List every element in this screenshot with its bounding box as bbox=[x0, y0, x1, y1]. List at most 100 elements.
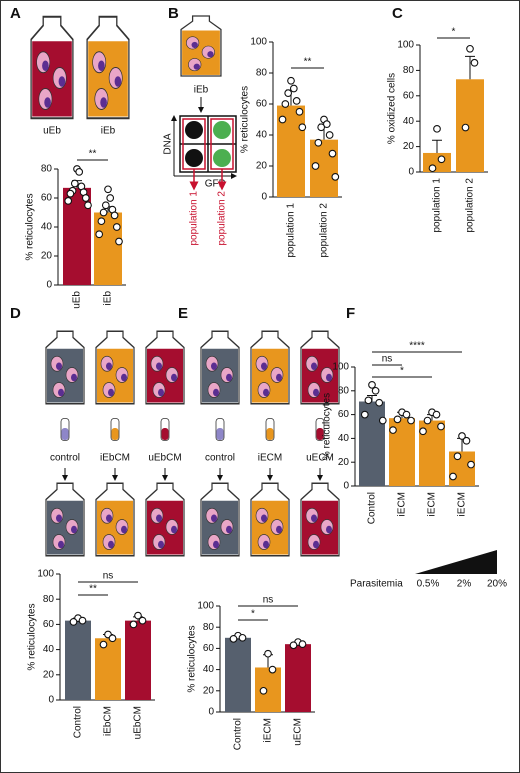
panel-letter: D bbox=[10, 305, 21, 322]
y-tick-label: 40 bbox=[41, 222, 53, 233]
data-point bbox=[66, 189, 75, 198]
data-point bbox=[466, 44, 474, 53]
y-tick-label: 40 bbox=[403, 116, 415, 127]
data-point bbox=[467, 460, 475, 469]
data-point bbox=[364, 396, 373, 405]
x-tick-label: population 1 bbox=[432, 178, 443, 233]
data-point bbox=[317, 123, 326, 132]
y-tick-label: 0 bbox=[46, 280, 52, 291]
y-tick-label: 40 bbox=[43, 644, 55, 655]
x-tick-label: iECM bbox=[427, 492, 438, 516]
data-point bbox=[437, 155, 446, 164]
data-point bbox=[402, 410, 411, 419]
x-tick-label: iECM bbox=[263, 718, 274, 742]
data-point bbox=[104, 185, 112, 194]
y-tick-label: 80 bbox=[203, 622, 215, 633]
data-point bbox=[110, 211, 119, 220]
data-point bbox=[298, 640, 307, 649]
flask-label: uEb bbox=[43, 126, 61, 137]
significance-label: ns bbox=[263, 595, 274, 606]
data-point bbox=[112, 223, 121, 231]
significance-label: ns bbox=[382, 354, 393, 365]
data-point bbox=[106, 194, 115, 202]
y-tick-label: 40 bbox=[203, 664, 215, 675]
y-tick-label: 60 bbox=[338, 409, 350, 420]
y-tick-label: 60 bbox=[203, 643, 215, 654]
data-point bbox=[134, 611, 142, 620]
flask bbox=[180, 15, 222, 77]
flask bbox=[86, 15, 130, 120]
data-point bbox=[284, 89, 293, 97]
y-tick-label: 20 bbox=[403, 141, 415, 152]
y-tick-label: 20 bbox=[203, 685, 215, 696]
data-point bbox=[292, 97, 301, 105]
bar bbox=[95, 638, 121, 700]
parasitemia-level: 20% bbox=[487, 579, 507, 590]
condition-label: iECM bbox=[258, 453, 282, 464]
y-tick-label: 80 bbox=[41, 164, 53, 175]
data-point bbox=[298, 123, 307, 132]
y-tick-label: 20 bbox=[256, 161, 268, 172]
x-tick-label: Control bbox=[367, 492, 378, 524]
data-point bbox=[325, 131, 334, 139]
data-point bbox=[470, 58, 479, 67]
data-point bbox=[433, 124, 441, 133]
significance-label: ns bbox=[103, 571, 114, 582]
data-point bbox=[278, 115, 287, 124]
x-tick-label: population 2 bbox=[465, 178, 476, 233]
flask bbox=[30, 15, 74, 120]
bar bbox=[449, 451, 475, 486]
y-tick-label: 40 bbox=[338, 433, 350, 444]
data-point bbox=[331, 173, 340, 181]
bar bbox=[225, 637, 251, 712]
condition-label: iEbCM bbox=[100, 453, 130, 464]
axis-label: DNA bbox=[163, 133, 174, 154]
data-point bbox=[138, 616, 147, 625]
y-tick-label: 60 bbox=[403, 90, 415, 101]
y-tick-label: 80 bbox=[403, 65, 415, 76]
data-point bbox=[229, 635, 238, 643]
data-point bbox=[378, 416, 387, 425]
y-tick-label: 80 bbox=[43, 594, 55, 605]
bar bbox=[285, 644, 311, 712]
condition-label: control bbox=[50, 453, 80, 464]
data-point bbox=[64, 197, 73, 205]
parasitemia-level: 0.5% bbox=[417, 579, 440, 590]
data-point bbox=[311, 162, 320, 170]
data-point bbox=[268, 665, 277, 674]
y-axis-label: % reticulocytes bbox=[27, 603, 38, 670]
panel-letter: F bbox=[346, 305, 355, 322]
significance-label: * bbox=[400, 366, 404, 377]
y-tick-label: 80 bbox=[338, 385, 350, 396]
y-tick-label: 100 bbox=[37, 569, 54, 580]
significance-label: **** bbox=[409, 341, 425, 352]
panel-letter: E bbox=[178, 305, 188, 322]
data-point bbox=[287, 76, 295, 85]
panel-letter: B bbox=[168, 5, 179, 22]
data-point bbox=[371, 386, 380, 395]
data-point bbox=[238, 633, 247, 642]
x-tick-label: iECM bbox=[457, 492, 468, 516]
parasitemia-level: 2% bbox=[457, 579, 472, 590]
data-point bbox=[95, 230, 104, 239]
data-point bbox=[432, 410, 441, 419]
bar bbox=[423, 152, 451, 172]
data-point bbox=[108, 634, 117, 643]
data-point bbox=[289, 84, 298, 93]
data-point bbox=[328, 149, 337, 158]
data-point bbox=[393, 415, 402, 424]
x-tick-label: Control bbox=[73, 706, 84, 738]
significance-label: ** bbox=[89, 149, 97, 160]
data-point bbox=[259, 686, 268, 695]
y-axis-label: % reticulocytes bbox=[240, 86, 251, 153]
data-point bbox=[101, 201, 110, 210]
y-axis-label: % reticulocytes bbox=[322, 393, 333, 460]
data-point bbox=[84, 201, 92, 210]
condition-label: uEbCM bbox=[148, 453, 181, 464]
bar bbox=[65, 620, 91, 700]
data-point bbox=[322, 120, 331, 128]
x-tick-label: iEb bbox=[103, 291, 114, 306]
data-point bbox=[70, 179, 79, 188]
data-point bbox=[375, 398, 384, 407]
data-point bbox=[289, 641, 298, 650]
